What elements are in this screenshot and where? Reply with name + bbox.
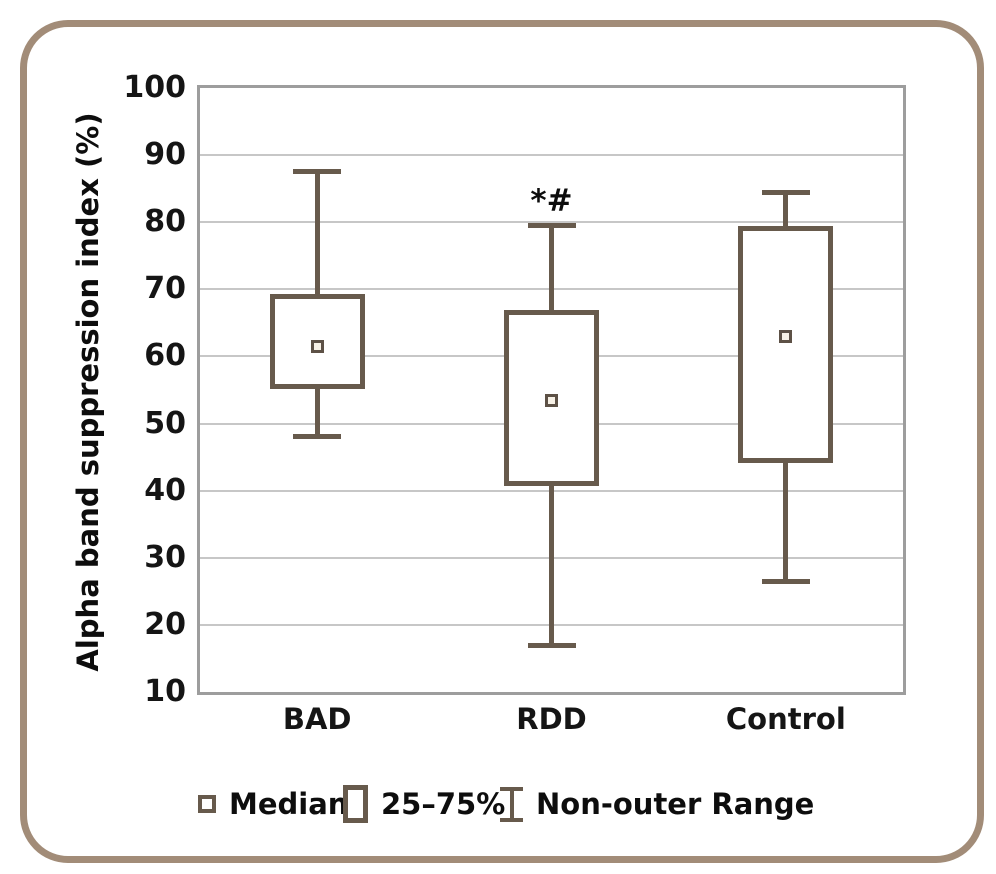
whisker-upper-cap [761, 189, 810, 195]
y-tick-label: 50 [144, 405, 186, 441]
box-rect [504, 310, 599, 487]
whisker-lower-stem [314, 386, 320, 437]
significance-annotation: *# [530, 182, 573, 219]
legend-label: Median [229, 787, 349, 821]
y-tick-label: 20 [144, 606, 186, 642]
figure-border [20, 20, 984, 863]
whisker-lower-stem [783, 460, 789, 582]
gridline [200, 221, 903, 224]
category-label: Control [725, 702, 846, 736]
whisker-lower-cap [761, 578, 810, 584]
legend-item-box: 25–75% [343, 780, 505, 828]
whisker-upper-stem [314, 171, 320, 297]
y-tick-label: 10 [144, 674, 186, 709]
y-tick-label: 80 [144, 204, 186, 240]
legend-item-whisker: Non-outer Range [500, 780, 814, 828]
category-label: RDD [516, 702, 587, 736]
whisker-upper-cap [527, 223, 576, 229]
category-label: BAD [282, 702, 352, 736]
whisker-icon [500, 786, 523, 822]
whisker-upper-stem [549, 225, 554, 313]
median-marker [779, 329, 793, 343]
whisker-lower-cap [293, 434, 342, 440]
box-icon [343, 785, 368, 823]
y-tick-label: 60 [144, 338, 186, 374]
y-tick-label: 40 [144, 472, 186, 508]
gridline [200, 154, 903, 157]
legend-item-median: Median [198, 780, 348, 828]
whisker-icon-stem [509, 786, 514, 822]
median-marker [310, 339, 324, 353]
whisker-icon-bottom-cap [500, 817, 523, 822]
whisker-lower-stem [549, 483, 554, 646]
plot-border [197, 85, 906, 695]
y-tick-label: 30 [144, 539, 186, 575]
whisker-upper-stem [783, 192, 789, 229]
whisker-upper-cap [293, 169, 342, 175]
median-marker-icon [198, 795, 216, 813]
whisker-lower-cap [527, 642, 576, 648]
legend-label: 25–75% [381, 787, 506, 821]
box-rect [738, 226, 834, 463]
legend-label: Non-outer Range [536, 787, 815, 821]
y-tick-label: 70 [144, 271, 186, 307]
y-tick-label: 100 [123, 70, 186, 105]
y-axis-title: Alpha band suppression index (%) [71, 112, 105, 672]
median-marker [545, 393, 558, 407]
y-tick-label: 90 [144, 137, 186, 173]
